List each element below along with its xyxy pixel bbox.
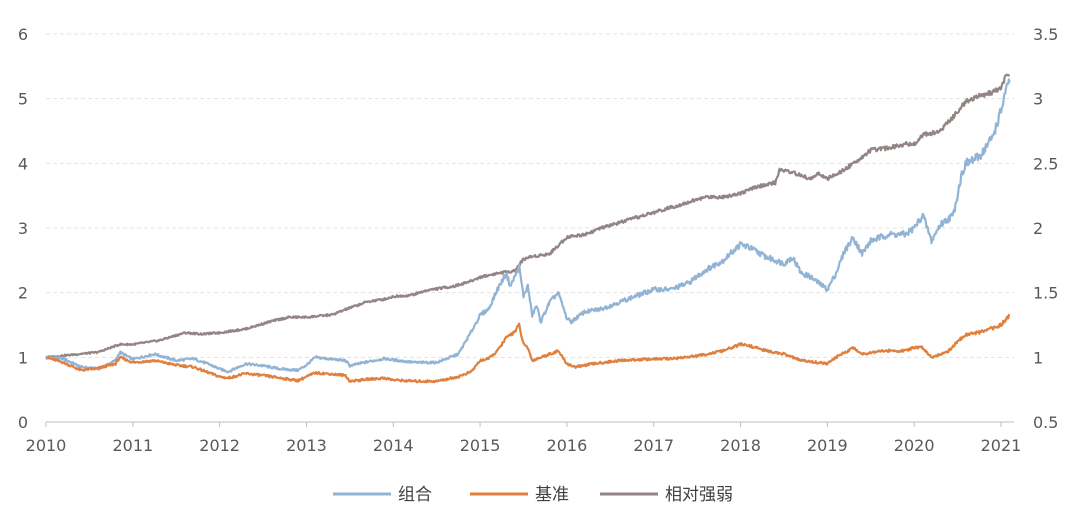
legend-label-1: 组合: [398, 485, 432, 505]
right-y-tick-label: 1: [1033, 348, 1043, 367]
legend: 组合 基准 相对强弱: [333, 485, 733, 505]
left-y-tick-label: 6: [18, 25, 28, 44]
x-tick-label: 2021: [981, 436, 1022, 455]
x-tick-label: 2015: [460, 436, 501, 455]
right-y-tick-label: 2: [1033, 219, 1043, 238]
x-axis-ticks: 2010 2011 2012 2013 2014 2015 2016 2017 2018 2019…: [26, 422, 1022, 455]
left-y-axis-ticks: 0 1 2 3 4 5 6: [18, 25, 28, 432]
right-y-tick-label: 2.5: [1033, 154, 1058, 173]
right-y-tick-label: 0.5: [1033, 413, 1058, 432]
x-tick-label: 2011: [112, 436, 153, 455]
x-tick-label: 2019: [807, 436, 848, 455]
x-tick-label: 2012: [199, 436, 240, 455]
x-tick-label: 2017: [633, 436, 674, 455]
x-tick-label: 2016: [547, 436, 588, 455]
right-y-tick-label: 1.5: [1033, 284, 1058, 303]
legend-label-2: 基准: [535, 485, 569, 505]
series-lines: [45, 73, 1011, 384]
left-y-tick-label: 0: [18, 413, 28, 432]
legend-label-3: 相对强弱: [665, 485, 733, 505]
right-y-tick-label: 3.5: [1033, 25, 1058, 44]
series-line-1: [45, 78, 1011, 374]
x-tick-label: 2014: [373, 436, 414, 455]
left-y-tick-label: 2: [18, 284, 28, 303]
left-y-tick-label: 1: [18, 348, 28, 367]
right-y-axis-ticks: 0.5 1 1.5 2 2.5 3 3.5: [1033, 25, 1058, 432]
x-tick-label: 2020: [894, 436, 935, 455]
left-y-tick-label: 5: [18, 90, 28, 109]
x-tick-label: 2010: [26, 436, 67, 455]
x-tick-label: 2018: [720, 436, 761, 455]
series-line-2: [45, 313, 1011, 384]
left-y-tick-label: 4: [18, 154, 28, 173]
right-y-tick-label: 3: [1033, 90, 1043, 109]
series-line-3: [45, 73, 1010, 359]
left-y-tick-label: 3: [18, 219, 28, 238]
x-tick-label: 2013: [286, 436, 327, 455]
gridlines: [46, 33, 1014, 358]
